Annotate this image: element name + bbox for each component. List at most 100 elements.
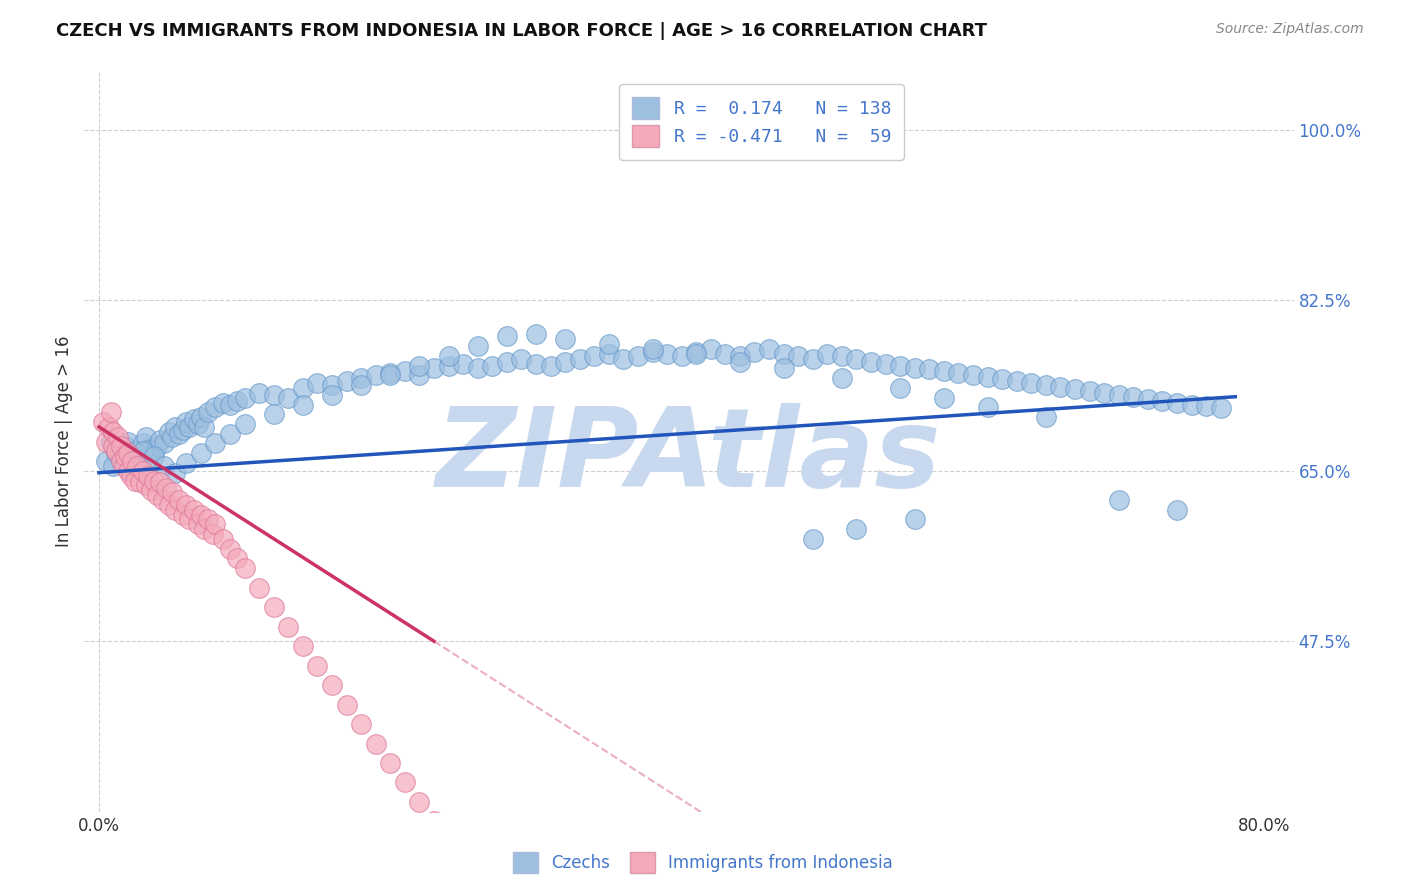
Point [889, 359, 911, 373]
Text: CZECH VS IMMIGRANTS FROM INDONESIA IN LABOR FORCE | AGE > 16 CORRELATION CHART: CZECH VS IMMIGRANTS FROM INDONESIA IN LA… [56, 22, 987, 40]
Point [107, 430, 129, 444]
Point [143, 474, 166, 488]
Point [98, 420, 121, 434]
Point [100, 434, 122, 449]
Point [321, 388, 343, 402]
Point [524, 357, 547, 371]
Point [124, 444, 146, 458]
Point [350, 378, 373, 392]
Point [540, 359, 562, 373]
Point [163, 420, 186, 434]
Point [904, 360, 927, 375]
Point [233, 561, 256, 575]
Point [350, 717, 373, 731]
Point [380, 368, 402, 383]
Point [598, 347, 620, 361]
Point [1166, 395, 1188, 409]
Point [120, 449, 142, 463]
Point [510, 351, 533, 366]
Point [110, 454, 132, 468]
Point [1209, 401, 1232, 416]
Point [364, 368, 387, 383]
Point [153, 436, 176, 450]
Point [307, 658, 329, 673]
Point [204, 517, 226, 532]
Point [495, 354, 517, 368]
Point [183, 412, 205, 426]
Point [801, 532, 824, 546]
Point [96, 434, 118, 449]
Point [1035, 378, 1057, 392]
Point [103, 458, 125, 473]
Point [197, 405, 219, 419]
Point [139, 442, 162, 457]
Point [1019, 376, 1042, 390]
Point [146, 439, 169, 453]
Point [131, 464, 153, 478]
Point [135, 478, 157, 492]
Point [437, 359, 460, 373]
Point [135, 430, 157, 444]
Point [598, 337, 620, 351]
Point [976, 401, 998, 415]
Point [183, 502, 205, 516]
Point [904, 512, 927, 526]
Point [1180, 398, 1202, 412]
Point [467, 361, 489, 376]
Point [408, 368, 430, 383]
Point [167, 493, 190, 508]
Point [932, 364, 955, 378]
Point [103, 439, 125, 453]
Point [179, 512, 201, 526]
Point [160, 430, 183, 444]
Point [131, 436, 153, 450]
Point [117, 464, 139, 478]
Point [197, 512, 219, 526]
Point [149, 433, 172, 447]
Point [114, 449, 136, 463]
Point [495, 329, 517, 343]
Point [1092, 385, 1115, 400]
Point [962, 368, 984, 383]
Point [801, 351, 824, 366]
Point [408, 795, 430, 809]
Point [157, 498, 180, 512]
Point [1078, 384, 1101, 398]
Point [380, 756, 402, 770]
Point [190, 508, 212, 522]
Point [105, 444, 128, 458]
Point [179, 420, 201, 434]
Point [612, 351, 634, 366]
Point [1064, 382, 1087, 396]
Point [128, 475, 150, 490]
Point [193, 420, 215, 434]
Point [124, 474, 146, 488]
Point [991, 372, 1014, 386]
Point [554, 354, 576, 368]
Point [190, 446, 212, 460]
Point [167, 426, 190, 441]
Point [815, 347, 838, 361]
Point [247, 581, 270, 595]
Point [117, 446, 139, 460]
Point [277, 391, 299, 405]
Point [176, 415, 198, 429]
Point [714, 347, 737, 361]
Point [146, 488, 169, 502]
Point [219, 426, 242, 441]
Point [100, 405, 122, 419]
Point [187, 517, 209, 532]
Point [121, 454, 143, 468]
Point [394, 364, 416, 378]
Point [204, 436, 226, 450]
Point [1005, 374, 1028, 388]
Point [321, 378, 343, 392]
Point [211, 532, 233, 546]
Point [554, 332, 576, 346]
Legend: R =  0.174   N = 138, R = -0.471   N =  59: R = 0.174 N = 138, R = -0.471 N = 59 [619, 84, 904, 160]
Point [96, 454, 118, 468]
Point [641, 342, 664, 356]
Point [91, 415, 114, 429]
Legend: Czechs, Immigrants from Indonesia: Czechs, Immigrants from Indonesia [506, 846, 900, 880]
Point [1108, 493, 1130, 508]
